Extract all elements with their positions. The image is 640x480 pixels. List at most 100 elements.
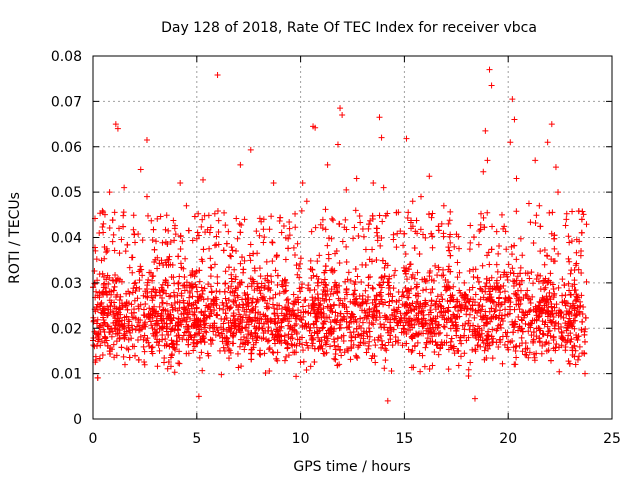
data-point bbox=[215, 228, 222, 235]
data-point bbox=[207, 224, 214, 231]
data-point bbox=[176, 360, 183, 367]
data-point bbox=[547, 357, 554, 364]
data-point bbox=[402, 250, 409, 257]
data-point bbox=[335, 343, 342, 350]
data-point bbox=[320, 279, 327, 286]
data-point bbox=[199, 216, 206, 223]
data-point bbox=[325, 251, 332, 258]
data-point bbox=[236, 343, 243, 350]
data-point bbox=[275, 315, 282, 322]
data-point bbox=[365, 221, 372, 228]
data-point bbox=[252, 330, 259, 337]
data-point bbox=[433, 318, 440, 325]
data-point bbox=[237, 229, 244, 236]
data-point bbox=[198, 349, 205, 356]
data-point bbox=[347, 298, 354, 305]
data-point bbox=[519, 348, 526, 355]
data-point bbox=[406, 261, 413, 268]
data-point bbox=[578, 326, 585, 333]
data-point bbox=[258, 316, 265, 323]
data-point bbox=[359, 296, 366, 303]
data-point bbox=[211, 210, 218, 217]
data-point bbox=[435, 303, 442, 310]
data-point bbox=[336, 282, 343, 289]
data-point bbox=[141, 332, 148, 339]
data-point bbox=[195, 393, 202, 400]
data-point bbox=[205, 281, 212, 288]
data-point bbox=[402, 270, 409, 277]
data-point bbox=[489, 355, 496, 362]
data-point bbox=[470, 322, 477, 329]
data-point bbox=[522, 270, 529, 277]
data-point bbox=[379, 218, 386, 225]
data-point bbox=[306, 327, 313, 334]
data-point bbox=[214, 273, 221, 280]
data-point bbox=[527, 320, 534, 327]
data-point bbox=[566, 239, 573, 246]
data-point bbox=[132, 315, 139, 322]
data-point bbox=[455, 308, 462, 314]
data-point bbox=[207, 273, 214, 280]
data-point bbox=[581, 331, 588, 338]
data-point bbox=[406, 302, 413, 309]
data-point bbox=[538, 350, 545, 357]
data-point bbox=[254, 334, 261, 341]
data-point bbox=[153, 238, 160, 245]
data-point bbox=[400, 242, 407, 249]
data-point bbox=[235, 364, 242, 371]
data-point bbox=[317, 300, 324, 307]
data-point bbox=[411, 342, 418, 349]
data-point bbox=[220, 306, 227, 313]
data-point bbox=[244, 283, 251, 290]
data-point bbox=[144, 294, 151, 301]
data-point bbox=[282, 288, 289, 295]
data-point bbox=[241, 216, 248, 223]
data-point bbox=[399, 342, 406, 349]
data-point bbox=[572, 361, 579, 368]
data-point bbox=[144, 279, 151, 286]
data-point bbox=[258, 280, 265, 287]
data-point bbox=[171, 300, 178, 307]
data-point bbox=[550, 314, 557, 321]
data-point bbox=[401, 326, 408, 333]
data-point bbox=[156, 303, 163, 310]
data-point bbox=[461, 350, 468, 357]
data-point bbox=[260, 329, 267, 336]
data-point bbox=[320, 313, 327, 320]
data-point bbox=[147, 318, 154, 325]
data-point bbox=[423, 327, 430, 334]
data-point bbox=[427, 338, 434, 345]
data-point bbox=[166, 253, 173, 260]
data-point bbox=[157, 292, 164, 299]
data-point bbox=[343, 226, 350, 233]
data-point bbox=[282, 256, 289, 263]
data-point bbox=[409, 333, 416, 340]
data-point bbox=[137, 333, 144, 340]
data-point bbox=[473, 334, 480, 341]
data-point bbox=[142, 323, 149, 330]
data-point bbox=[99, 352, 106, 359]
data-point bbox=[106, 189, 113, 196]
data-point bbox=[195, 210, 202, 217]
data-point bbox=[185, 303, 192, 310]
data-point bbox=[411, 321, 418, 328]
data-point bbox=[164, 282, 171, 289]
data-point bbox=[166, 343, 173, 350]
data-point bbox=[247, 275, 254, 282]
data-point bbox=[413, 217, 420, 224]
data-point bbox=[528, 269, 535, 276]
data-point bbox=[570, 302, 577, 309]
data-point bbox=[153, 289, 160, 296]
data-point bbox=[221, 348, 228, 355]
data-point bbox=[300, 347, 307, 354]
data-point bbox=[407, 219, 414, 226]
data-point bbox=[477, 286, 484, 293]
data-point bbox=[474, 274, 481, 281]
data-point bbox=[143, 293, 150, 300]
data-point bbox=[551, 323, 558, 330]
data-point bbox=[413, 298, 420, 305]
data-point bbox=[225, 284, 232, 291]
data-point bbox=[178, 311, 185, 318]
data-point bbox=[163, 342, 170, 349]
data-point bbox=[241, 257, 248, 264]
